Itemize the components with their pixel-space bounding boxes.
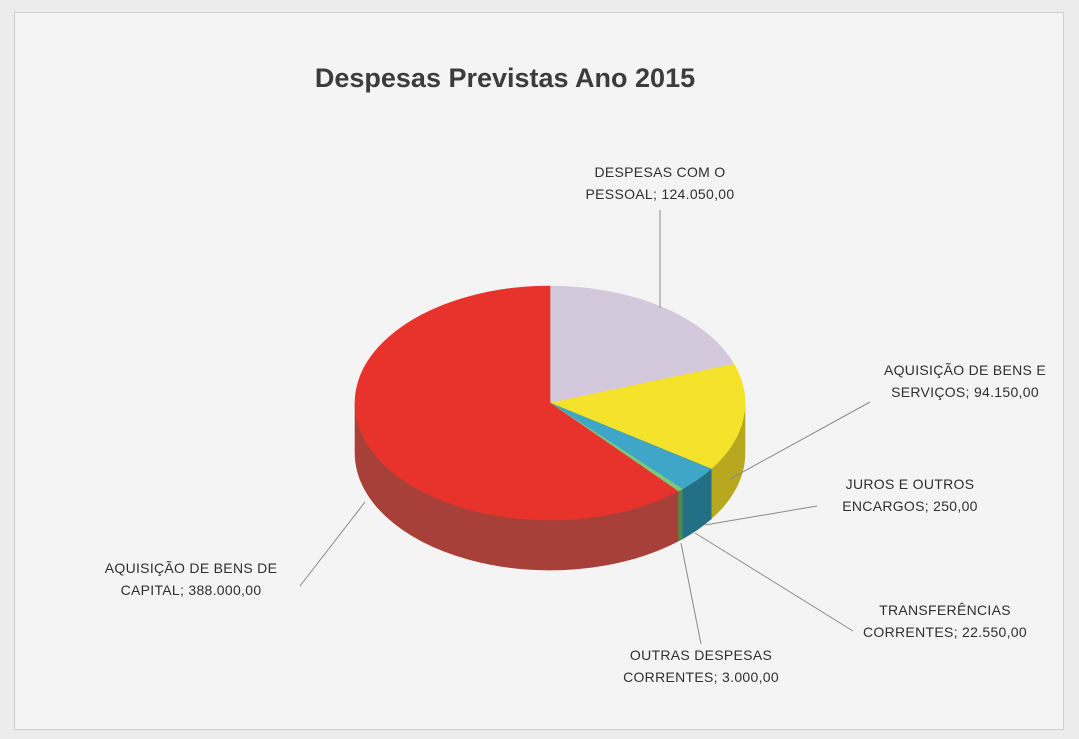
leader-line-5 xyxy=(299,501,366,587)
data-label-1-line-0: AQUISIÇÃO DE BENS E xyxy=(884,362,1046,378)
data-label-3-line-1: CORRENTES; 22.550,00 xyxy=(863,624,1027,640)
data-labels: DESPESAS COM O PESSOAL; 124.050,00 AQUISIÇ… xyxy=(105,164,1046,685)
data-label-3-line-0: TRANSFERÊNCIAS xyxy=(879,602,1011,618)
data-label-2-line-1: ENCARGOS; 250,00 xyxy=(842,498,978,514)
data-label-0-line-0: DESPESAS COM O xyxy=(594,164,725,180)
pie-tops xyxy=(354,285,746,521)
leader-line-4 xyxy=(680,542,702,645)
leader-line-3 xyxy=(694,532,854,632)
data-label-5-line-0: AQUISIÇÃO DE BENS DE xyxy=(105,560,277,576)
data-label-4-line-1: CORRENTES; 3.000,00 xyxy=(623,669,779,685)
leader-lines xyxy=(299,210,871,645)
pie-slice-1 xyxy=(548,363,746,470)
data-label-0-line-1: PESSOAL; 124.050,00 xyxy=(586,186,735,202)
leader-line-1 xyxy=(729,401,871,480)
pie-sides xyxy=(354,402,746,571)
data-label-2-line-0: JUROS E OUTROS xyxy=(846,476,975,492)
chart-title: Despesas Previstas Ano 2015 xyxy=(315,63,695,93)
leader-line-2 xyxy=(704,505,818,526)
data-label-4-line-0: OUTRAS DESPESAS xyxy=(630,647,772,663)
pie-chart: Despesas Previstas Ano 2015 DESPESAS COM… xyxy=(105,63,1046,685)
data-label-5-line-1: CAPITAL; 388.000,00 xyxy=(121,582,262,598)
chart-frame: Despesas Previstas Ano 2015 DESPESAS COM… xyxy=(14,12,1064,730)
pie-side-4 xyxy=(677,488,683,542)
pie-slice-5 xyxy=(354,285,679,521)
data-label-1-line-1: SERVIÇOS; 94.150,00 xyxy=(891,384,1039,400)
